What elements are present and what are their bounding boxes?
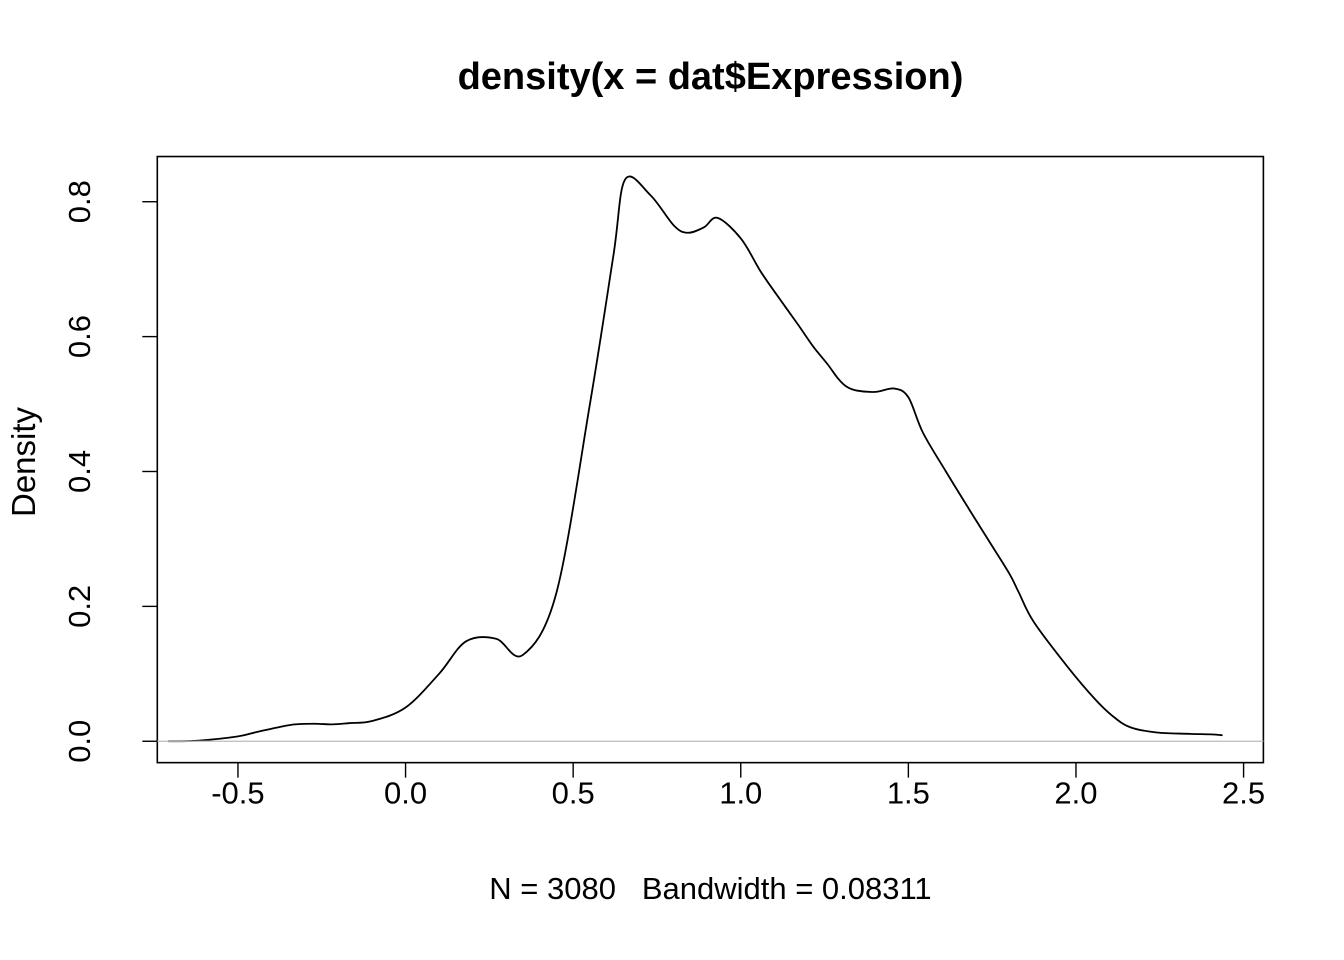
svg-text:0.4: 0.4 — [62, 450, 97, 493]
svg-text:0.6: 0.6 — [62, 315, 97, 358]
svg-text:-0.5: -0.5 — [211, 776, 264, 811]
svg-text:Density: Density — [5, 406, 42, 517]
svg-text:0.5: 0.5 — [552, 776, 595, 811]
svg-text:2.5: 2.5 — [1222, 776, 1265, 811]
svg-text:0.2: 0.2 — [62, 585, 97, 628]
svg-text:1.5: 1.5 — [887, 776, 930, 811]
svg-text:1.0: 1.0 — [719, 776, 762, 811]
svg-text:0.0: 0.0 — [62, 720, 97, 763]
svg-text:0.0: 0.0 — [384, 776, 427, 811]
svg-text:0.8: 0.8 — [62, 180, 97, 223]
svg-text:2.0: 2.0 — [1054, 776, 1097, 811]
